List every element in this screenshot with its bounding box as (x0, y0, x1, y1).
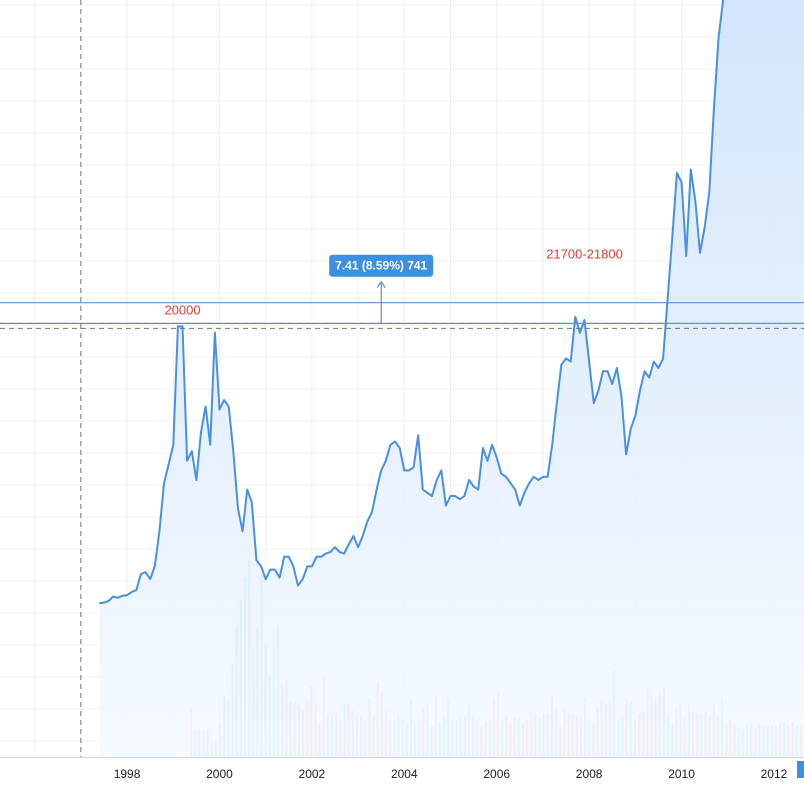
level-lines (0, 302, 804, 329)
annotations: 20000 21700-21800 (164, 246, 622, 317)
x-tick-label: 2002 (299, 767, 326, 781)
x-tick-label: 2010 (668, 767, 695, 781)
measure-arrow-up-icon (376, 280, 386, 289)
x-tick-label: 2006 (483, 767, 510, 781)
measure-tool[interactable]: 7.41 (8.59%) 741 (329, 254, 434, 324)
x-tick-label: 2004 (391, 767, 418, 781)
price-annotation-label: 20000 (164, 302, 200, 317)
time-axis: 1998 2000 2002 2004 2006 2008 2010 2012 (114, 761, 804, 781)
price-annotation-label: 21700-21800 (546, 246, 623, 261)
x-tick-label: 2000 (206, 767, 233, 781)
time-axis-cursor-marker[interactable] (797, 761, 804, 778)
measure-label-box (329, 254, 434, 277)
measure-label-text: 7.41 (8.59%) 741 (335, 259, 427, 273)
x-tick-label: 1998 (114, 767, 141, 781)
price-area-fill (99, 0, 804, 757)
x-tick-label: 2012 (761, 767, 788, 781)
x-tick-label: 2008 (576, 767, 603, 781)
price-line (99, 0, 725, 605)
